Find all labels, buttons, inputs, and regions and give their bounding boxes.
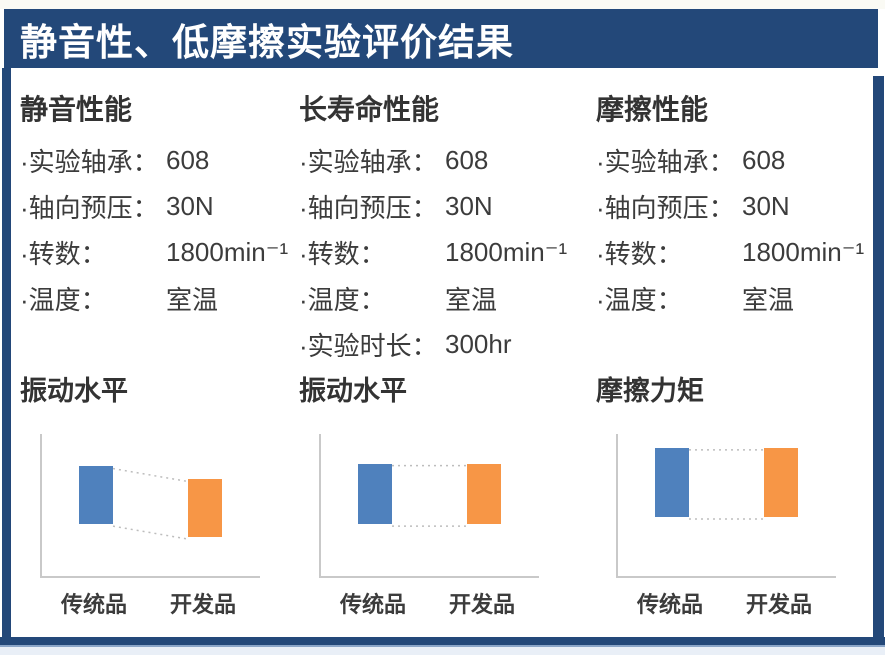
spec-label: ·温度：	[299, 284, 386, 315]
spec-label: ·转数：	[20, 238, 107, 269]
spec-row-axial-preload: ·轴向预压： 30N	[20, 183, 296, 229]
spec-label: ·温度：	[20, 284, 107, 315]
x-axis-labels: 传统品 开发品	[319, 587, 575, 621]
developed-product-bar	[188, 479, 222, 537]
spec-row-speed: ·转数： 1800min⁻¹	[299, 229, 575, 275]
spec-label: ·温度：	[596, 284, 683, 315]
spec-row-speed: ·转数： 1800min⁻¹	[20, 229, 296, 275]
traditional-product-bar	[358, 464, 392, 524]
spec-row-temperature: ·温度： 室温	[596, 275, 872, 321]
panel-long-life: 长寿命性能 ·实验轴承： 608 ·轴向预压： 30N ·转数： 1800min…	[299, 88, 575, 367]
x-label-developed: 开发品	[169, 592, 236, 617]
chart-vibration-quietness: 振动水平 传统品 开发品	[20, 374, 296, 621]
spec-value: 30N	[445, 190, 493, 221]
spec-value: 300hr	[445, 328, 512, 359]
spec-value: 30N	[166, 190, 214, 221]
x-label-developed: 开发品	[448, 592, 515, 617]
spec-value: 608	[742, 144, 786, 175]
spec-label: ·实验轴承：	[299, 146, 438, 177]
x-axis-labels: 传统品 开发品	[616, 587, 872, 621]
spec-row-axial-preload: ·轴向预压： 30N	[299, 183, 575, 229]
chart-title: 振动水平	[20, 376, 128, 406]
connector-lines	[689, 449, 764, 520]
spec-label: ·实验时长：	[299, 330, 438, 361]
traditional-product-bar	[79, 466, 113, 524]
spec-row-duration: ·实验时长： 300hr	[299, 321, 575, 367]
spec-value: 1800min⁻¹	[445, 236, 568, 267]
x-label-traditional: 传统品	[636, 592, 703, 617]
chart-friction-torque: 摩擦力矩 传统品 开发品	[596, 374, 872, 621]
connector-lines	[112, 467, 189, 540]
chart-body: 传统品 开发品	[616, 434, 872, 621]
panel-friction: 摩擦性能 ·实验轴承： 608 ·轴向预压： 30N ·转数： 1800min⁻…	[596, 88, 872, 321]
chart-body: 传统品 开发品	[40, 434, 296, 621]
developed-product-bar	[467, 464, 501, 524]
spec-row-test-bearing: ·实验轴承： 608	[596, 137, 872, 183]
frame-right-border	[873, 76, 884, 642]
connector-lines	[392, 464, 467, 527]
chart-title: 摩擦力矩	[596, 376, 704, 406]
developed-product-bar	[764, 448, 798, 517]
chart-plot	[319, 434, 539, 578]
x-label-developed: 开发品	[745, 592, 812, 617]
x-label-traditional: 传统品	[339, 592, 406, 617]
spec-label: ·实验轴承：	[20, 146, 159, 177]
spec-value: 608	[445, 144, 489, 175]
chart-plot	[616, 434, 836, 578]
bottom-margin	[0, 647, 885, 655]
frame-bottom-border	[0, 637, 885, 647]
spec-label: ·轴向预压：	[299, 192, 438, 223]
page-title: 静音性、低摩擦实验评价结果	[20, 21, 514, 63]
spec-value: 608	[166, 144, 210, 175]
spec-value: 30N	[742, 190, 790, 221]
panel-heading: 摩擦性能	[596, 94, 709, 125]
panel-quietness: 静音性能 ·实验轴承： 608 ·轴向预压： 30N ·转数： 1800min⁻…	[20, 88, 296, 321]
chart-title: 振动水平	[299, 376, 407, 406]
spec-label: ·轴向预压：	[596, 192, 735, 223]
spec-row-temperature: ·温度： 室温	[20, 275, 296, 321]
spec-value: 1800min⁻¹	[166, 236, 289, 267]
x-label-traditional: 传统品	[60, 592, 127, 617]
header-bar: 静音性、低摩擦实验评价结果	[4, 9, 878, 68]
panel-heading: 静音性能	[20, 94, 133, 125]
spec-row-speed: ·转数： 1800min⁻¹	[596, 229, 872, 275]
spec-value: 室温	[445, 284, 498, 315]
spec-label: ·转数：	[299, 238, 386, 269]
spec-value: 室温	[742, 284, 795, 315]
spec-value: 室温	[166, 284, 219, 315]
traditional-product-bar	[655, 448, 689, 517]
spec-label: ·转数：	[596, 238, 683, 269]
spec-row-axial-preload: ·轴向预压： 30N	[596, 183, 872, 229]
spec-row-test-bearing: ·实验轴承： 608	[299, 137, 575, 183]
chart-body: 传统品 开发品	[319, 434, 575, 621]
spec-row-test-bearing: ·实验轴承： 608	[20, 137, 296, 183]
x-axis-labels: 传统品 开发品	[40, 587, 296, 621]
top-margin	[0, 0, 885, 9]
panel-heading: 长寿命性能	[299, 94, 440, 125]
chart-plot	[40, 434, 260, 578]
frame-left-border	[2, 68, 11, 642]
chart-vibration-long-life: 振动水平 传统品 开发品	[299, 374, 575, 621]
spec-label: ·实验轴承：	[596, 146, 735, 177]
spec-label: ·轴向预压：	[20, 192, 159, 223]
spec-row-temperature: ·温度： 室温	[299, 275, 575, 321]
spec-value: 1800min⁻¹	[742, 236, 865, 267]
